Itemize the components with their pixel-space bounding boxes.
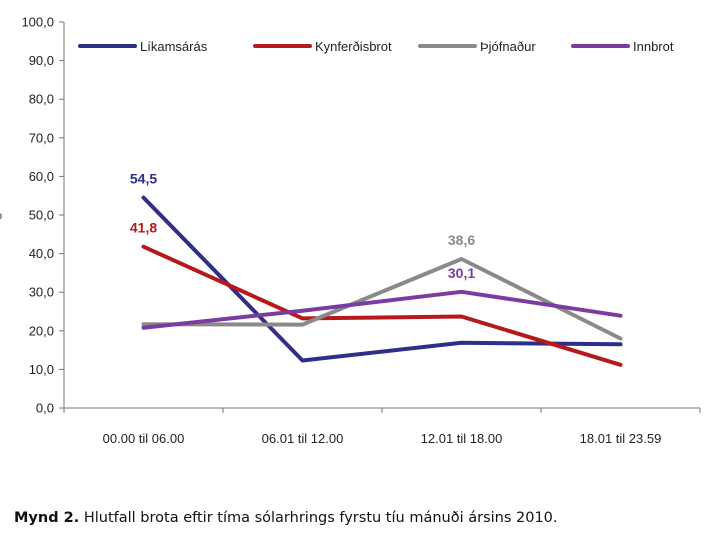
y-tick-label: 80,0 <box>29 92 54 107</box>
legend: Líkamsárás Kynferðisbrot Þjófnaður Innbrot <box>78 39 674 54</box>
data-labels: 54,5 41,8 38,6 30,1 <box>130 171 475 281</box>
data-label: 30,1 <box>448 265 475 281</box>
y-tick-label: 90,0 <box>29 53 54 68</box>
y-tick-label: 70,0 <box>29 130 54 145</box>
y-tick-label: 10,0 <box>29 362 54 377</box>
y-tick-label: 0,0 <box>36 401 54 416</box>
y-tick-label: 20,0 <box>29 323 54 338</box>
x-tick-label: 06.01 til 12.00 <box>262 431 344 446</box>
y-axis-ticks: 0,0 10,0 20,0 30,0 40,0 50,0 60,0 70,0 80,0 90,0 1… <box>0 15 64 416</box>
series-line-2 <box>141 244 623 367</box>
x-tick-label: 00.00 til 06.00 <box>103 431 185 446</box>
legend-label: Kynferðisbrot <box>315 39 392 54</box>
y-tick-label: 30,0 <box>29 285 54 300</box>
series-line-3 <box>141 257 623 341</box>
data-label: 41,8 <box>130 220 157 236</box>
line-chart: 0,0 10,0 20,0 30,0 40,0 50,0 60,0 70,0 80,0 90,0 1… <box>0 15 701 446</box>
y-tick-label: 60,0 <box>29 169 54 184</box>
legend-label: Þjófnaður <box>480 39 536 54</box>
x-tick-label: 18.01 til 23.59 <box>580 431 662 446</box>
y-tick-label: 40,0 <box>29 246 54 261</box>
data-label: 38,6 <box>448 232 475 248</box>
y-axis-label-fragment: % <box>0 207 2 222</box>
y-tick-label: 100,0 <box>21 15 54 30</box>
legend-label: Innbrot <box>633 39 674 54</box>
caption-figure-number: Mynd 2. <box>14 510 80 526</box>
x-tick-label: 12.01 til 18.00 <box>421 431 503 446</box>
x-axis-ticks: 00.00 til 06.00 06.01 til 12.00 12.01 til … <box>63 408 701 446</box>
caption-text: Hlutfall brota eftir tíma sólarhrings fy… <box>79 510 558 526</box>
series-line-4 <box>141 289 623 330</box>
y-tick-label: 50,0 <box>29 208 54 223</box>
series-lines <box>141 195 623 367</box>
legend-label: Líkamsárás <box>140 39 208 54</box>
data-label: 54,5 <box>130 171 157 187</box>
series-line-1 <box>141 195 623 363</box>
figure-caption: Mynd 2. Hlutfall brota eftir tíma sólarh… <box>14 510 558 526</box>
